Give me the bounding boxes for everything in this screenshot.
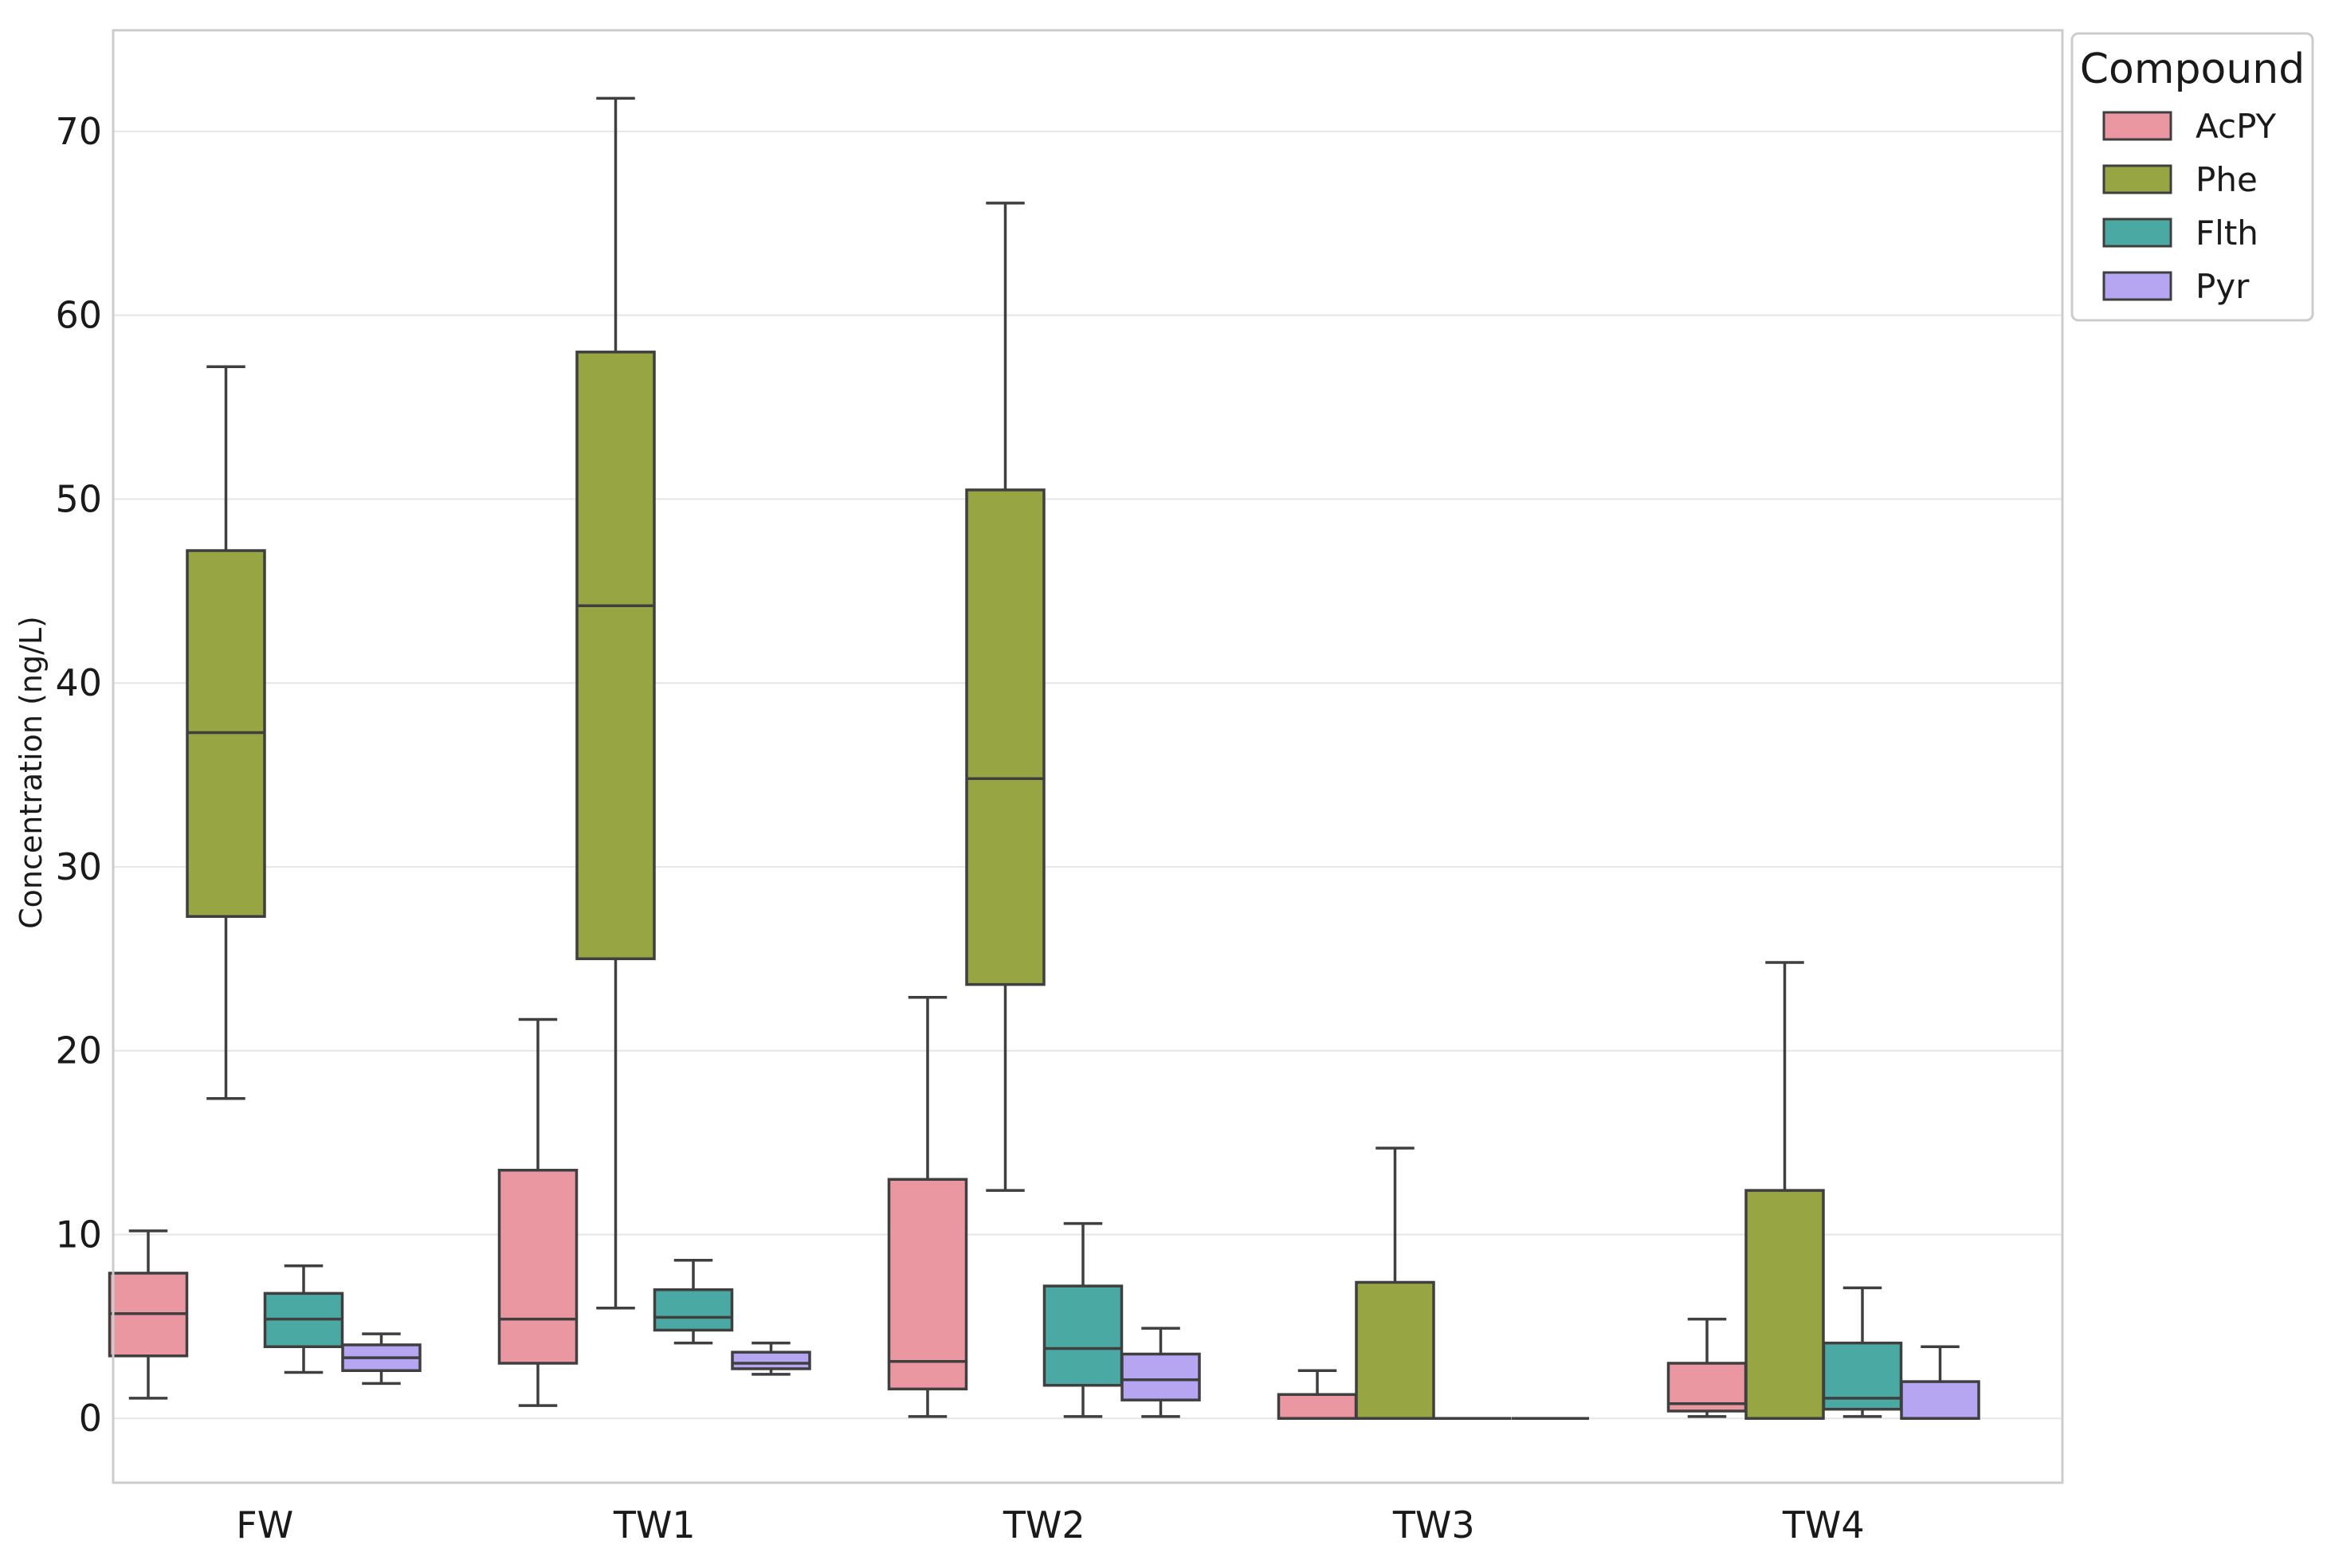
box-fw-phe — [186, 365, 266, 1100]
box-plots — [108, 96, 1980, 1420]
legend-item-acpy-swatch — [2102, 111, 2172, 141]
box-fw-pyr — [341, 1332, 422, 1386]
y-tick-label-40: 40 — [55, 661, 102, 704]
box-tw4-pyr-iqr — [1900, 1380, 1980, 1420]
box-tw1-acpy — [497, 1017, 579, 1407]
box-tw3-acpy-iqr — [1277, 1393, 1358, 1420]
box-tw2-flth-iqr — [1042, 1284, 1124, 1387]
x-tick-label-tw2: TW2 — [1003, 1503, 1085, 1546]
box-tw3-phe — [1355, 1147, 1435, 1420]
grid-lines — [113, 130, 2062, 1420]
box-tw2-phe — [965, 202, 1046, 1192]
legend-item-flth: Flth — [2102, 214, 2258, 253]
box-tw4-flth — [1822, 1286, 1903, 1418]
box-tw4-acpy — [1666, 1317, 1748, 1418]
x-tick-label-tw1: TW1 — [613, 1503, 696, 1546]
y-tick-label-70: 70 — [55, 110, 102, 153]
box-tw2-phe-iqr — [965, 488, 1046, 986]
box-tw1-phe-iqr — [575, 351, 656, 961]
legend: Compound AcPY Phe Flth Pyr — [2070, 32, 2314, 322]
y-tick-label-0: 0 — [79, 1397, 102, 1440]
x-tick-label-fw: FW — [236, 1503, 293, 1546]
box-tw1-pyr-iqr — [731, 1350, 811, 1370]
legend-items: AcPY Phe Flth Pyr — [2102, 107, 2276, 306]
axes: 0 10 20 30 40 50 60 70 FW TW1 TW2 TW3 TW4 — [55, 110, 1864, 1546]
legend-item-flth-swatch — [2102, 218, 2172, 248]
box-tw1-flth — [653, 1259, 734, 1345]
y-tick-label-10: 10 — [55, 1213, 102, 1256]
box-tw1-phe — [575, 96, 656, 1310]
legend-item-flth-label: Flth — [2196, 214, 2258, 253]
x-tick-label-tw3: TW3 — [1392, 1503, 1475, 1546]
y-axis-label: Concentration (ng/L) — [14, 616, 49, 929]
box-tw1-flth-iqr — [653, 1288, 734, 1332]
legend-item-pyr: Pyr — [2102, 267, 2250, 306]
legend-item-phe-swatch — [2102, 164, 2172, 194]
y-tick-label-20: 20 — [55, 1029, 102, 1072]
box-tw1-pyr — [731, 1341, 811, 1376]
box-tw2-pyr — [1120, 1327, 1201, 1418]
legend-item-phe: Phe — [2102, 160, 2258, 199]
box-tw3-phe-iqr — [1355, 1280, 1435, 1420]
y-tick-label-60: 60 — [55, 294, 102, 337]
box-fw-acpy — [108, 1229, 189, 1400]
plot-frame — [112, 29, 2064, 1484]
box-tw4-pyr — [1900, 1345, 1980, 1420]
legend-frame — [2070, 32, 2314, 322]
box-fw-flth — [263, 1264, 344, 1374]
legend-item-pyr-label: Pyr — [2196, 267, 2250, 306]
box-tw2-flth — [1042, 1221, 1124, 1418]
box-tw2-pyr-iqr — [1120, 1352, 1201, 1401]
box-tw4-phe-iqr — [1744, 1189, 1825, 1420]
legend-item-pyr-swatch — [2102, 271, 2172, 301]
box-tw2-acpy — [887, 996, 968, 1418]
x-tick-label-tw4: TW4 — [1782, 1503, 1865, 1546]
legend-item-acpy-label: AcPY — [2196, 107, 2276, 146]
y-tick-label-30: 30 — [55, 845, 102, 888]
box-tw4-phe — [1744, 961, 1825, 1420]
box-tw1-acpy-iqr — [497, 1168, 579, 1365]
legend-title: Compound — [2080, 45, 2305, 93]
y-tick-label-50: 50 — [55, 477, 102, 520]
legend-item-phe-label: Phe — [2196, 160, 2258, 199]
box-tw3-acpy — [1277, 1369, 1358, 1420]
box-tw2-acpy-iqr — [887, 1178, 968, 1391]
legend-item-acpy: AcPY — [2102, 107, 2276, 146]
